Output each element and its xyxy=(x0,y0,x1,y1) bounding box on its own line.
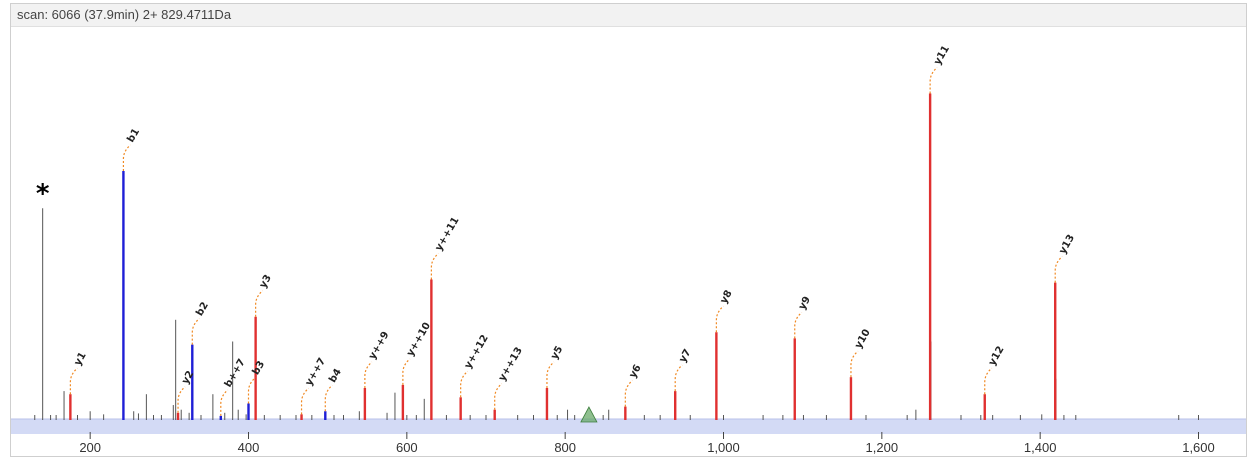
y-ion-label: y5 xyxy=(549,344,565,361)
annotation-asterisk: * xyxy=(36,179,50,209)
y-label-leader xyxy=(177,386,186,413)
y-label-leader xyxy=(624,380,633,407)
b-label-leader xyxy=(247,377,256,404)
y-ion-label: y3 xyxy=(258,273,274,290)
b-label-leader xyxy=(191,318,200,345)
x-tick-label: 1,600 xyxy=(1182,440,1215,455)
b-label-leader xyxy=(324,384,333,412)
y-ion-label: y11 xyxy=(932,44,952,67)
y-ion-label: y++10 xyxy=(405,321,433,359)
x-tick-label: 1,000 xyxy=(707,440,740,455)
y-label-leader xyxy=(715,305,724,333)
y-label-leader xyxy=(929,67,938,94)
y-ion-label: y++7 xyxy=(304,356,329,388)
b-label-leader xyxy=(220,389,229,416)
b-ion-label: b4 xyxy=(327,367,344,385)
y-ion-label: y1 xyxy=(72,350,88,367)
y-label-leader xyxy=(402,358,411,385)
y-ion-label: y6 xyxy=(627,363,643,380)
b-ion-label: b1 xyxy=(125,127,142,145)
y-label-leader xyxy=(69,367,78,395)
y-label-leader xyxy=(255,290,264,317)
y-label-leader xyxy=(674,364,683,392)
y-label-leader xyxy=(430,253,439,280)
precursor-marker xyxy=(580,406,598,423)
y-ion-label: y++13 xyxy=(497,345,525,383)
y-ion-label: y++12 xyxy=(463,333,491,371)
y-ion-label: y++11 xyxy=(433,215,461,253)
x-tick-label: 800 xyxy=(554,440,576,455)
b-label-leader xyxy=(122,144,131,171)
b-ion-label: b3 xyxy=(251,359,268,377)
y-label-leader xyxy=(494,383,503,410)
b-ion-label: b++7 xyxy=(223,357,248,389)
scan-header: scan: 6066 (37.9min) 2+ 829.4711Da xyxy=(11,4,1246,27)
baseline-band xyxy=(11,419,1246,434)
y-label-leader xyxy=(546,361,555,388)
y-label-leader xyxy=(364,361,373,388)
y-ion-label: y9 xyxy=(797,295,813,312)
y-ion-label: y2 xyxy=(180,369,196,386)
y-ion-label: y10 xyxy=(853,327,873,350)
y-label-leader xyxy=(794,311,803,339)
y-ion-label: y7 xyxy=(677,347,693,364)
b-ion-label: b2 xyxy=(194,300,211,318)
spectrum-viewer: scan: 6066 (37.9min) 2+ 829.4711Da y1 y2 y… xyxy=(10,3,1247,457)
x-tick-label: 1,200 xyxy=(866,440,899,455)
y-ion-label: y++9 xyxy=(367,330,392,362)
y-ion-label: y13 xyxy=(1057,233,1077,256)
scan-title: scan: 6066 (37.9min) 2+ 829.4711Da xyxy=(17,7,232,22)
y-label-leader xyxy=(984,367,993,395)
y-label-leader xyxy=(300,387,309,415)
y-ion-label: y8 xyxy=(718,288,734,305)
y-label-leader xyxy=(850,350,859,378)
x-tick-label: 600 xyxy=(396,440,418,455)
x-tick-label: 1,400 xyxy=(1024,440,1057,455)
x-tick-label: 200 xyxy=(79,440,101,455)
y-label-leader xyxy=(1054,256,1063,283)
x-tick-label: 400 xyxy=(238,440,260,455)
y-ion-label: y12 xyxy=(987,344,1007,367)
spectrum-plot[interactable]: y1 y2 y3 y++7 y++9 y++10 y++11 y++12 y++13 y5 y6 y7… xyxy=(11,4,1246,456)
y-label-leader xyxy=(460,370,469,398)
